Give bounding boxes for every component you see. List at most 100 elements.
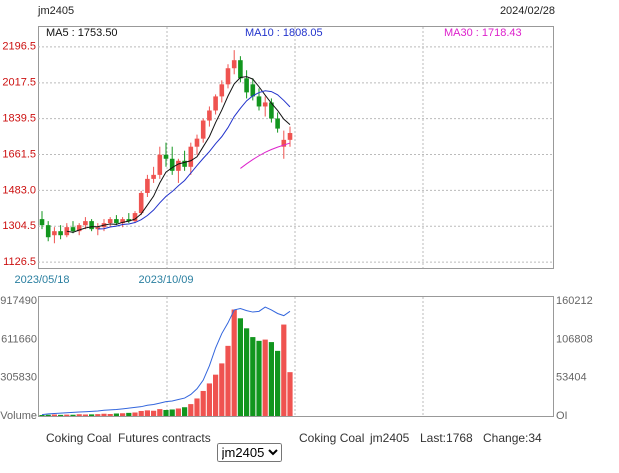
volume-frame <box>38 296 554 417</box>
volume-bar <box>268 342 274 416</box>
legend-entry: MA10 : 1808.05 <box>245 27 323 39</box>
candle-body <box>194 138 200 147</box>
candle-body <box>114 219 119 224</box>
volume-bar <box>70 414 76 416</box>
volume-bar <box>138 410 144 416</box>
y-tick-label: 305830 <box>0 372 37 384</box>
x-tick-label: 2023/05/18 <box>14 274 69 286</box>
candle-body <box>182 160 187 167</box>
volume-bar <box>51 414 57 416</box>
candle-body <box>219 84 225 97</box>
y-tick-label: OI <box>556 410 568 422</box>
volume-bar <box>244 328 250 416</box>
select-wrap: jm2405 <box>210 429 282 462</box>
volume-bar <box>200 390 206 416</box>
volume-bar <box>163 409 169 416</box>
candle-body <box>145 178 150 193</box>
volume-bar <box>213 374 219 416</box>
vertical-grid <box>166 27 424 416</box>
volume-bar <box>126 412 132 416</box>
candle-body <box>200 120 206 139</box>
candle-body <box>126 219 132 222</box>
candle-body <box>138 192 144 214</box>
volume-bar <box>206 383 212 416</box>
volume-bar <box>169 409 175 416</box>
candle-body <box>169 158 175 171</box>
volume-bar <box>151 410 157 416</box>
y-tick-label: 160212 <box>556 295 593 307</box>
y-tick-label: 2196.5 <box>2 41 36 53</box>
volume-bar <box>64 414 70 416</box>
candle-body <box>207 110 212 121</box>
candle-body <box>275 118 280 129</box>
ma-line <box>97 90 291 230</box>
candle-body <box>225 68 231 85</box>
symbol-title: jm2405 <box>37 5 74 17</box>
volume-bar <box>182 407 188 416</box>
candle-body <box>151 174 156 179</box>
oi-line <box>41 306 291 416</box>
volume-bar <box>262 339 268 416</box>
candle-body <box>250 84 256 97</box>
candle-body <box>83 221 88 226</box>
candle-body <box>163 154 169 159</box>
y-tick-label: 2017.5 <box>2 77 36 89</box>
info-3: Change:34 <box>483 431 542 445</box>
chart: jm2405 2024/02/28 1126.5 1304.5 1483.0 1661… <box>0 5 593 422</box>
candle-body <box>64 227 70 236</box>
y-tick-label: 1304.5 <box>2 220 36 232</box>
volume-bar <box>219 363 225 416</box>
volume-bar <box>231 309 237 416</box>
legend-entry: MA5 : 1753.50 <box>46 27 118 39</box>
candle-body <box>287 133 293 140</box>
controls-label: Coking Coal Futures contracts <box>46 431 211 445</box>
legend-entry: MA30 : 1718.43 <box>444 27 522 39</box>
info-2: Last:1768 <box>420 431 473 445</box>
volume-bar <box>275 350 281 416</box>
volume-bar <box>188 404 194 416</box>
volume-bar <box>113 413 119 416</box>
main-frame <box>38 26 554 269</box>
candle-body <box>107 219 113 224</box>
candle-body <box>256 96 262 107</box>
candle-body <box>213 96 218 111</box>
volume-bar <box>237 318 243 416</box>
candle-body <box>269 102 274 119</box>
volume-bar <box>107 413 113 416</box>
candle-body <box>157 154 163 175</box>
candle-body <box>70 227 76 232</box>
volume-bar <box>256 340 262 416</box>
volume-bar <box>82 414 88 416</box>
volume-bar <box>120 413 126 416</box>
volume-bar <box>250 337 256 416</box>
volume-bar <box>132 412 138 416</box>
candle-body <box>238 60 243 79</box>
volume-bar <box>281 324 287 416</box>
y-tick-label: 611660 <box>1 333 37 345</box>
candle-body <box>76 225 82 232</box>
volume-bar <box>225 345 231 416</box>
contract-select[interactable]: jm2405 <box>216 443 282 462</box>
candle-body <box>95 227 101 230</box>
candle-body <box>281 139 287 147</box>
volume-bar <box>95 414 101 416</box>
volume-bar <box>45 414 51 416</box>
info-0: Coking Coal <box>299 431 365 445</box>
y-tick-label: 1661.5 <box>2 148 36 160</box>
volume-bar <box>58 414 64 416</box>
volume-bar <box>157 409 163 416</box>
y-tick-label: 53404 <box>556 372 587 384</box>
volume-bar <box>194 398 200 416</box>
y-tick-label: 1483.0 <box>2 184 36 196</box>
volume-bar <box>175 408 181 416</box>
ma-line <box>240 142 291 169</box>
volume-bar <box>76 414 82 416</box>
y-tick-label: 1126.5 <box>3 256 36 268</box>
volume-bar <box>101 413 107 416</box>
candle-body <box>58 231 63 236</box>
y-tick-label: 106808 <box>556 333 593 345</box>
candle-body <box>244 78 249 93</box>
y-tick-label: 917490 <box>0 295 37 307</box>
y-tick-label: Volume <box>0 410 37 422</box>
